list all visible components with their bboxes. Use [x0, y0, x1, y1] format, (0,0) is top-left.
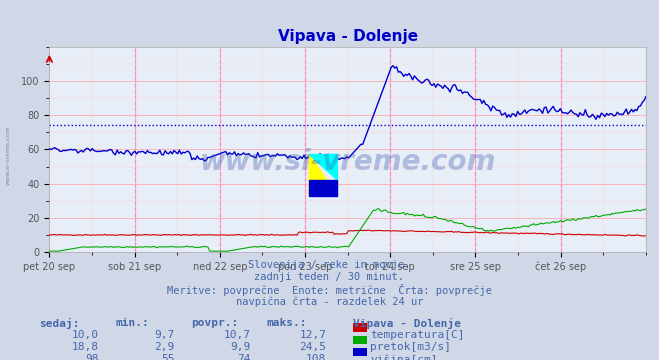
Text: temperatura[C]: temperatura[C] [370, 330, 465, 340]
Text: maks.:: maks.: [267, 318, 307, 328]
Text: pretok[m3/s]: pretok[m3/s] [370, 342, 451, 352]
Text: višina[cm]: višina[cm] [370, 354, 438, 360]
Text: 9,9: 9,9 [230, 342, 250, 352]
Text: 74: 74 [237, 354, 250, 360]
Polygon shape [309, 154, 337, 180]
Text: 108: 108 [306, 354, 326, 360]
Text: sedaj:: sedaj: [40, 318, 80, 329]
Text: 24,5: 24,5 [299, 342, 326, 352]
Text: povpr.:: povpr.: [191, 318, 239, 328]
Text: 10,0: 10,0 [72, 330, 99, 340]
Text: Vipava - Dolenje: Vipava - Dolenje [353, 318, 461, 329]
Text: 9,7: 9,7 [154, 330, 175, 340]
Text: 98: 98 [86, 354, 99, 360]
Text: 10,7: 10,7 [223, 330, 250, 340]
Text: Meritve: povprečne  Enote: metrične  Črta: povprečje: Meritve: povprečne Enote: metrične Črta:… [167, 284, 492, 296]
Title: Vipava - Dolenje: Vipava - Dolenje [277, 29, 418, 44]
Polygon shape [309, 154, 337, 195]
Text: www.si-vreme.com: www.si-vreme.com [200, 148, 496, 176]
Text: 12,7: 12,7 [299, 330, 326, 340]
Text: navpična črta - razdelek 24 ur: navpična črta - razdelek 24 ur [236, 297, 423, 307]
Text: 55: 55 [161, 354, 175, 360]
Text: Slovenija / reke in morje.: Slovenija / reke in morje. [248, 260, 411, 270]
Text: 2,9: 2,9 [154, 342, 175, 352]
Text: zadnji teden / 30 minut.: zadnji teden / 30 minut. [254, 272, 405, 282]
Text: www.si-vreme.com: www.si-vreme.com [5, 125, 11, 185]
Text: min.:: min.: [115, 318, 149, 328]
Text: 18,8: 18,8 [72, 342, 99, 352]
Bar [309, 180, 337, 195]
